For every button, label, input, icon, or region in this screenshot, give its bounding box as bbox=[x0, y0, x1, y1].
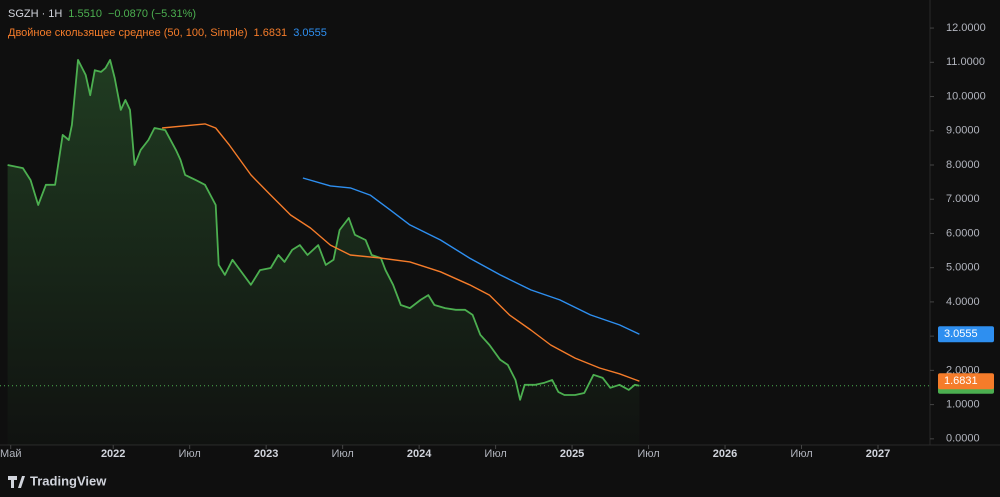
brand-logo[interactable]: TradingView bbox=[8, 473, 107, 488]
price-area bbox=[7, 59, 640, 445]
x-tick-label: Июл bbox=[331, 448, 353, 460]
x-tick-label: Май bbox=[0, 448, 21, 460]
x-tick-label: 2024 bbox=[407, 448, 432, 460]
last-value-label: 3.0555 bbox=[944, 328, 978, 340]
y-tick-label: 11.0000 bbox=[946, 56, 985, 68]
x-tick-label: 2027 bbox=[866, 448, 890, 460]
y-tick-label: 8.0000 bbox=[946, 159, 980, 171]
symbol-name[interactable]: SGZH bbox=[8, 8, 39, 20]
symbol: SGZH · 1H 1.5510 −0.0870 (−5.31%) bbox=[8, 8, 196, 20]
y-tick-label: 4.0000 bbox=[946, 296, 980, 308]
last-value-badge bbox=[938, 326, 994, 343]
indicator-value: 1.6831 bbox=[254, 27, 288, 39]
axes: 0.00001.00002.00003.00004.00005.00006.00… bbox=[0, 22, 994, 460]
x-tick-label: Июл bbox=[637, 448, 659, 460]
last-value-badge bbox=[938, 373, 994, 390]
y-tick-label: 10.0000 bbox=[946, 90, 986, 102]
change: −0.0870 (−5.31%) bbox=[108, 8, 196, 20]
moving-average-line bbox=[302, 177, 640, 335]
interval[interactable]: 1H bbox=[48, 8, 62, 20]
y-tick-label: 0.0000 bbox=[946, 433, 980, 445]
indicator-legend: Двойное скользящее среднее (50, 100, Sim… bbox=[8, 27, 327, 39]
y-tick-label: 5.0000 bbox=[946, 262, 980, 274]
y-tick-label: 1.0000 bbox=[946, 399, 980, 411]
last-value-label: 1.6831 bbox=[944, 375, 978, 387]
x-tick-label: Июл bbox=[790, 448, 812, 460]
price: 1.5510 bbox=[68, 8, 102, 20]
y-tick-label: 7.0000 bbox=[946, 193, 980, 205]
x-tick-label: Июл bbox=[484, 448, 506, 460]
x-tick-label: Июл bbox=[178, 448, 200, 460]
plot bbox=[0, 59, 930, 445]
x-tick-label: 2025 bbox=[560, 448, 584, 460]
price-line bbox=[7, 59, 640, 401]
logo-icon bbox=[8, 476, 25, 488]
indicator-value: 3.0555 bbox=[293, 27, 327, 39]
moving-average-line bbox=[162, 123, 640, 382]
x-tick-label: 2026 bbox=[713, 448, 737, 460]
x-tick-label: 2023 bbox=[254, 448, 278, 460]
y-tick-label: 12.0000 bbox=[946, 22, 986, 34]
brand-name: TradingView bbox=[30, 473, 107, 488]
x-tick-label: 2022 bbox=[101, 448, 125, 460]
y-tick-label: 6.0000 bbox=[946, 227, 980, 239]
y-tick-label: 9.0000 bbox=[946, 125, 980, 137]
indicator-title[interactable]: Двойное скользящее среднее (50, 100, Sim… bbox=[8, 27, 248, 39]
